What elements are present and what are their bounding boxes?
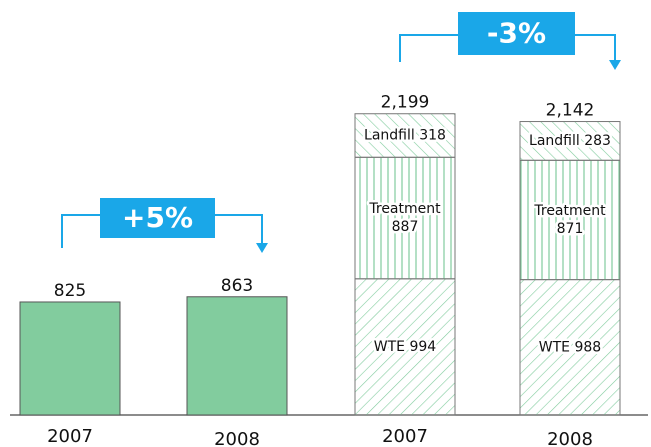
annotation-label: +5% — [122, 201, 193, 234]
x-tick-label: 2007 — [47, 426, 93, 447]
segment-label: WTE 988 — [539, 339, 601, 355]
bar — [186, 296, 288, 416]
x-tick-label: 2007 — [382, 426, 428, 447]
segment-value: 887 — [392, 219, 419, 235]
total-label: 2,142 — [546, 101, 595, 121]
segment-label: WTE 994 — [374, 339, 437, 355]
segment-name: Treatment — [533, 203, 606, 219]
bar-segment — [354, 278, 456, 416]
segment-name: Landfill — [529, 133, 580, 149]
bar — [19, 301, 121, 416]
segment-value: 318 — [419, 128, 446, 144]
annotation-box — [100, 198, 215, 238]
annotation-box — [458, 12, 575, 55]
value-label: 863 — [221, 276, 253, 296]
annotation-arrow — [256, 243, 268, 253]
x-tick-label: 2008 — [214, 429, 260, 447]
total-label: 2,199 — [381, 93, 430, 113]
x-tick-label: 2008 — [547, 429, 593, 447]
segment-label: Landfill 318 — [364, 128, 446, 144]
bar-segment — [354, 113, 456, 158]
bar-segment — [354, 156, 456, 280]
bar-segment — [519, 159, 621, 281]
segment-name: WTE — [539, 339, 570, 355]
segment-value: 283 — [584, 133, 611, 149]
segment-name: WTE — [374, 339, 405, 355]
segment-value: 988 — [574, 339, 601, 355]
annotation-arrow — [609, 60, 621, 70]
segment-label: Landfill 283 — [529, 133, 611, 149]
segment-value: 871 — [557, 221, 584, 237]
annotation-label: -3% — [487, 17, 546, 50]
value-label: 825 — [54, 281, 86, 301]
segment-name: Treatment — [368, 201, 441, 217]
segment-name: Landfill — [364, 128, 415, 144]
segment-value: 994 — [409, 339, 436, 355]
bar-segment — [519, 121, 621, 161]
